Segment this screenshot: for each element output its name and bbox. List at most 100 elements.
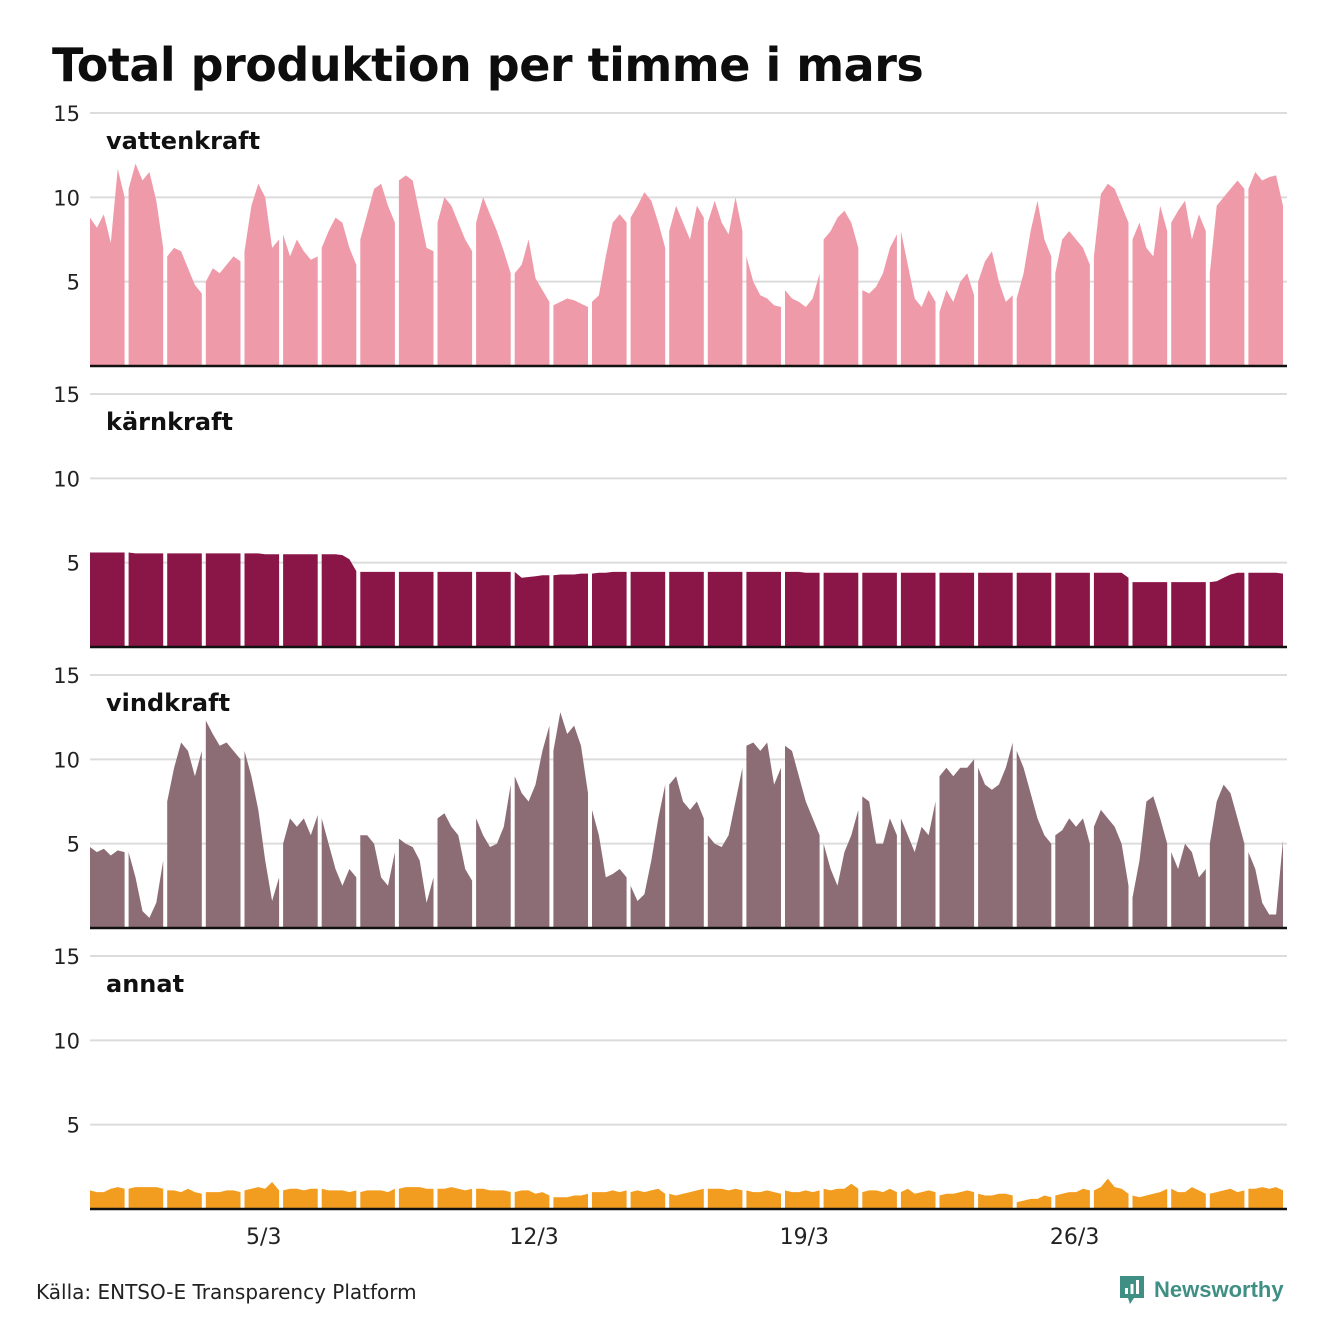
area-day-22 [900,572,936,647]
area-day-7 [321,554,357,647]
area-day-26 [1055,231,1090,366]
area-day-25 [1016,1195,1052,1209]
panel-kärnkraft: 5 10 15 kärnkraft [53,383,1287,649]
area-day-23 [939,1190,975,1209]
page-title: Total produktion per timme i mars [52,38,924,92]
area-day-24 [978,251,1013,366]
area-day-9 [398,571,434,647]
area-day-29 [1171,582,1206,647]
area-day-22 [900,1188,936,1209]
area-day-20 [823,210,859,366]
area-day-2 [128,852,164,928]
area-day-26 [1055,818,1090,928]
panel-title: vattenkraft [106,127,260,155]
area-day-27 [1093,183,1129,366]
area-day-23 [939,572,975,647]
area-day-18 [746,571,781,647]
area-day-4 [205,1190,241,1209]
area-day-5 [244,1182,280,1209]
y-tick-label: 5 [67,833,80,857]
area-day-29 [1171,843,1206,928]
area-day-16 [669,1188,704,1209]
area-day-18 [746,742,781,928]
area-day-8 [360,1188,395,1209]
area-day-17 [707,767,743,928]
y-tick-label: 10 [53,1029,80,1053]
area-day-1 [90,847,125,928]
area-day-3 [167,742,202,928]
area-day-7 [321,1188,357,1209]
y-tick-label: 10 [53,748,80,772]
area-day-18 [746,1190,781,1209]
area-day-27 [1093,1178,1129,1209]
area-day-11 [476,571,511,647]
area-day-26 [1055,1188,1090,1209]
area-day-6 [283,1188,318,1209]
area-day-24 [978,572,1013,647]
panel-title: kärnkraft [106,408,233,436]
area-day-20 [823,809,859,928]
area-day-20 [823,1183,859,1209]
x-tick-label: 19/3 [780,1225,829,1250]
area-day-31 [1248,1187,1283,1209]
area-day-10 [437,813,473,928]
area-day-5 [244,553,280,647]
area-day-29 [1171,1187,1206,1209]
area-day-12 [514,571,550,647]
area-day-25 [1016,572,1052,647]
area-day-19 [785,571,820,647]
area-day-31 [1248,172,1283,366]
area-day-2 [128,552,164,647]
area-day-13 [553,712,588,928]
area-day-8 [360,183,395,366]
area-day-17 [707,571,743,647]
area-day-10 [437,1187,473,1209]
newsworthy-logo-icon [1120,1276,1144,1304]
area-day-7 [321,217,357,366]
area-day-1 [90,552,125,647]
area-day-22 [900,231,936,366]
area-day-11 [476,1188,511,1209]
area-day-8 [360,571,395,647]
area-day-16 [669,776,704,928]
area-day-12 [514,239,550,366]
area-day-4 [205,256,241,366]
area-day-21 [862,796,897,928]
brand-logo: Newsworthy [1118,1274,1284,1306]
y-tick-label: 5 [67,1114,80,1138]
area-day-14 [592,1190,627,1209]
panel-vindkraft: 5 10 15 vindkraft [53,664,1287,930]
area-day-28 [1132,796,1168,928]
area-day-5 [244,750,280,928]
area-day-31 [1248,840,1283,928]
area-day-27 [1093,809,1129,928]
panel-annat: 5 10 15 annat [53,945,1287,1211]
area-day-28 [1132,582,1168,647]
area-day-30 [1209,784,1245,928]
area-day-3 [167,553,202,647]
brand-name: Newsworthy [1154,1277,1284,1302]
y-tick-label: 10 [53,467,80,491]
area-day-30 [1209,180,1245,366]
area-day-8 [360,835,395,928]
area-day-4 [205,553,241,647]
area-day-21 [862,1188,897,1209]
area-day-21 [862,234,897,366]
y-tick-label: 10 [53,186,80,210]
source-note: Källa: ENTSO-E Transparency Platform [36,1280,417,1304]
area-day-1 [90,168,125,366]
y-tick-label: 15 [53,383,80,407]
y-tick-label: 15 [53,102,80,126]
area-day-20 [823,572,859,647]
area-day-16 [669,205,704,366]
area-day-12 [514,1190,550,1209]
area-day-28 [1132,205,1168,366]
x-tick-label: 12/3 [509,1225,558,1250]
area-day-19 [785,1190,820,1209]
area-day-18 [746,256,781,366]
y-tick-label: 5 [67,271,80,295]
area-day-29 [1171,200,1206,366]
area-day-24 [978,1193,1013,1209]
area-day-11 [476,197,511,366]
